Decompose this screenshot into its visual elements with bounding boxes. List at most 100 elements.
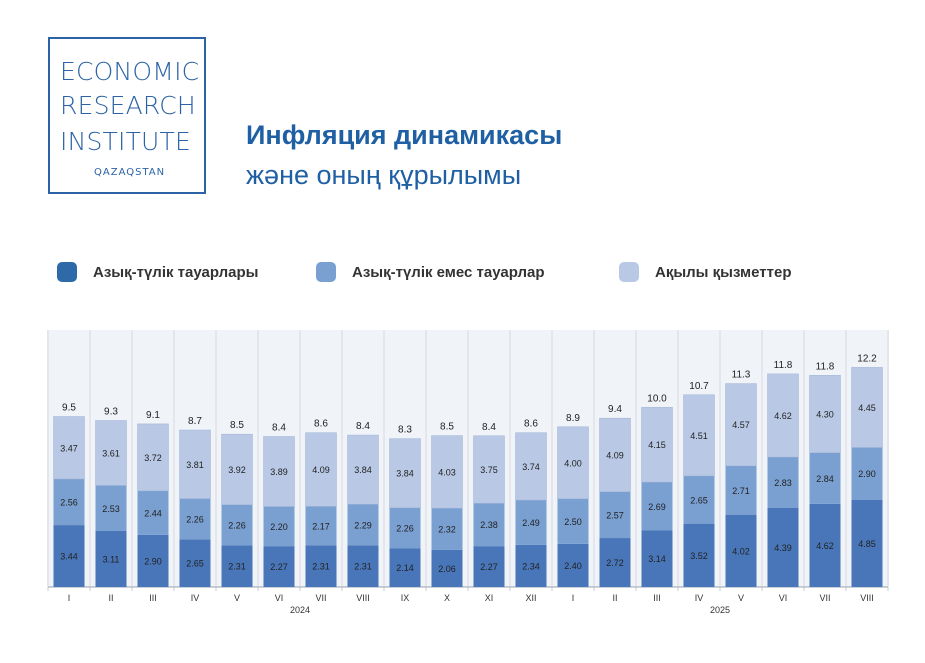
bar-segment-food (809, 503, 841, 587)
x-tick-label: V (738, 593, 744, 603)
data-label-services: 4.09 (312, 465, 330, 475)
data-label-nonfood: 2.53 (102, 504, 120, 514)
data-label-food: 2.65 (186, 559, 204, 569)
bar-segment-services (599, 417, 631, 493)
total-label: 11.8 (774, 360, 793, 371)
bar-segment-nonfood (683, 475, 715, 524)
bar-segment-services (179, 429, 211, 499)
total-label: 8.3 (398, 425, 412, 436)
bar-segment-services (557, 426, 589, 500)
data-label-services: 4.30 (816, 410, 834, 420)
data-label-food: 4.62 (816, 541, 834, 551)
data-label-nonfood: 2.56 (60, 498, 78, 508)
data-label-food: 4.85 (858, 539, 876, 549)
data-label-nonfood: 2.26 (186, 514, 204, 524)
bar-segment-food (767, 507, 799, 587)
data-label-nonfood: 2.83 (774, 478, 792, 488)
data-label-food: 2.31 (354, 562, 372, 572)
data-label-services: 4.57 (732, 420, 750, 430)
x-tick-label: I (68, 593, 71, 603)
data-label-food: 3.44 (60, 552, 78, 562)
bar-segment-food (305, 545, 337, 587)
bar-segment-services (767, 373, 799, 458)
total-label: 11.3 (732, 370, 751, 381)
bar-segment-food (599, 538, 631, 587)
bar-segment-food (851, 499, 883, 587)
data-label-nonfood: 2.50 (564, 517, 582, 527)
legend-item-services: Ақылы қызметтер (619, 259, 792, 285)
data-label-services: 4.03 (438, 467, 456, 477)
total-label: 8.4 (482, 422, 496, 433)
bar-segment-services (389, 438, 421, 509)
bar-segment-nonfood (53, 479, 85, 526)
bar-segment-nonfood (473, 503, 505, 547)
bar-segment-food (389, 548, 421, 587)
data-label-services: 4.62 (774, 411, 792, 421)
legend-item-nonfood: Азық-түлік емес тауарлар (316, 259, 545, 285)
bar-segment-nonfood (809, 452, 841, 504)
bar-segment-food (473, 546, 505, 587)
x-tick-label: III (149, 593, 157, 603)
total-label: 12.2 (857, 353, 877, 364)
total-label: 8.7 (188, 416, 202, 427)
bar-segment-services (473, 435, 505, 504)
bar-segment-services (683, 394, 715, 477)
bar-segment-services (221, 433, 253, 505)
legend-label-nonfood: Азық-түлік емес тауарлар (352, 263, 545, 281)
legend-swatch-services (619, 262, 639, 282)
bar-segment-nonfood (263, 506, 295, 547)
total-label: 11.8 (816, 361, 835, 372)
data-label-services: 4.51 (690, 431, 708, 441)
bar-segment-food (53, 525, 85, 587)
bar-segment-food (95, 531, 127, 587)
data-label-services: 3.61 (102, 448, 120, 458)
x-tick-label: X (444, 593, 450, 603)
data-label-nonfood: 2.20 (270, 522, 288, 532)
bar-segment-services (263, 436, 295, 507)
bar-segment-nonfood (767, 457, 799, 508)
page-subtitle: және оның құрылымы (246, 160, 522, 190)
data-label-services: 3.81 (186, 460, 204, 470)
legend-label-food: Азық-түлік тауарлары (93, 263, 259, 281)
bar-segment-services (809, 375, 841, 453)
year-label: 2024 (290, 605, 310, 615)
total-label: 8.4 (272, 423, 286, 434)
data-label-nonfood: 2.17 (312, 521, 330, 531)
year-label: 2025 (710, 605, 730, 615)
data-label-nonfood: 2.32 (438, 525, 456, 535)
total-label: 9.4 (608, 404, 622, 415)
total-label: 10.0 (647, 393, 667, 404)
total-label: 9.1 (146, 410, 160, 421)
data-label-nonfood: 2.44 (144, 508, 162, 518)
bar-segment-food (725, 514, 757, 587)
data-label-food: 2.06 (438, 564, 456, 574)
bar-segment-food (221, 545, 253, 587)
bar-segment-services (725, 383, 757, 467)
data-label-nonfood: 2.65 (690, 495, 708, 505)
data-label-food: 2.14 (396, 563, 414, 573)
x-tick-label: VI (275, 593, 284, 603)
data-label-nonfood: 2.26 (228, 521, 246, 531)
data-label-services: 4.45 (858, 403, 876, 413)
total-label: 8.5 (230, 420, 244, 431)
bar-segment-services (305, 432, 337, 507)
total-label: 9.3 (104, 407, 118, 418)
bar-segment-nonfood (137, 490, 169, 535)
total-label: 8.6 (524, 419, 538, 430)
x-tick-label: V (234, 593, 240, 603)
bar-segment-nonfood (305, 506, 337, 546)
bar-segment-nonfood (557, 498, 589, 544)
logo-line-2: RESEARCH (60, 91, 196, 120)
bar-segment-nonfood (389, 507, 421, 549)
data-label-food: 4.39 (774, 543, 792, 553)
data-label-services: 3.89 (270, 467, 288, 477)
data-label-services: 4.09 (606, 450, 624, 460)
data-label-nonfood: 2.38 (480, 520, 498, 530)
bar-segment-nonfood (725, 465, 757, 515)
logo-line-1: ECONOMIC (60, 57, 200, 86)
legend-item-food: Азық-түлік тауарлары (57, 259, 258, 285)
total-label: 8.5 (440, 422, 454, 433)
bar-segment-nonfood (347, 504, 379, 546)
bar-segment-food (431, 549, 463, 587)
